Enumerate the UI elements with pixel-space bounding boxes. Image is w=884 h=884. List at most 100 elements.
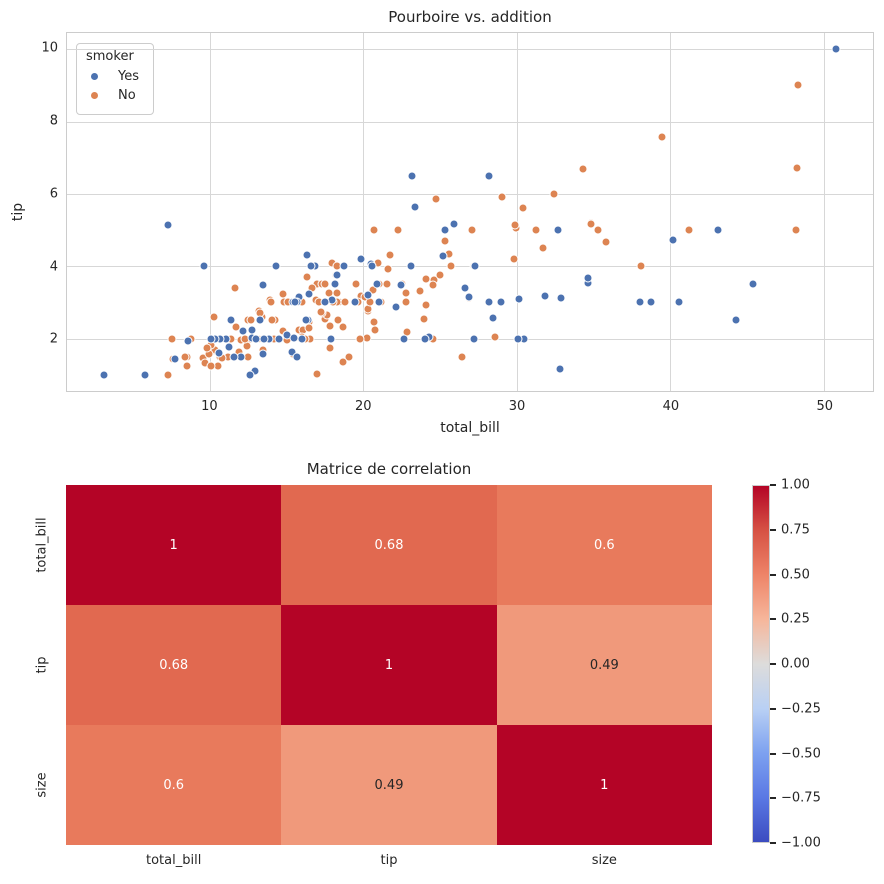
scatter-point <box>646 297 656 307</box>
scatter-point <box>636 261 646 271</box>
scatter-point <box>440 236 450 246</box>
scatter-point <box>140 370 150 380</box>
colorbar-tick-mark <box>770 663 776 665</box>
scatter-point <box>183 336 193 346</box>
scatter-point <box>372 279 382 289</box>
scatter-point <box>684 225 694 235</box>
colorbar-tick-mark <box>770 752 776 755</box>
scatter-point <box>555 364 565 374</box>
legend-item-label: Yes <box>118 69 139 84</box>
colorbar-tick-label: −0.50 <box>781 746 821 761</box>
scatter-point <box>351 279 361 289</box>
scatter-point <box>167 334 177 344</box>
scatter-point <box>431 194 441 204</box>
scatter-point <box>182 361 192 371</box>
scatter-point <box>325 343 335 353</box>
scatter-point <box>438 251 448 261</box>
legend-item-label: No <box>118 88 136 103</box>
scatter-point <box>490 332 500 342</box>
scatter-point <box>421 300 431 310</box>
scatter-point <box>292 352 302 362</box>
colorbar-tick-label: 0.75 <box>781 522 810 538</box>
scatter-point <box>488 313 498 323</box>
gridline-vertical <box>823 33 825 391</box>
scatter-point <box>470 261 480 271</box>
scatter-point <box>510 220 520 230</box>
scatter-point <box>302 250 312 260</box>
scatter-point <box>549 189 559 199</box>
heatmap-cell: 0.49 <box>281 725 497 845</box>
scatter-point <box>326 334 336 344</box>
scatter-point <box>435 270 445 280</box>
heatmap-x-tick-label: size <box>591 853 617 868</box>
scatter-point <box>415 286 425 296</box>
scatter-point <box>399 334 409 344</box>
colorbar-tick-mark <box>770 842 776 844</box>
scatter-point <box>674 297 684 307</box>
y-tick-label: 2 <box>49 331 58 347</box>
scatter-point <box>214 348 224 358</box>
scatter-point <box>593 225 603 235</box>
scatter-point <box>460 283 470 293</box>
scatter-point <box>306 261 316 271</box>
scatter-point <box>369 225 379 235</box>
scatter-plot-area: smoker Yes No <box>66 32 874 392</box>
scatter-point <box>258 280 267 290</box>
scatter-point <box>170 354 180 364</box>
scatter-point <box>258 349 267 359</box>
scatter-point <box>538 243 548 253</box>
colorbar-tick-label: −1.00 <box>781 835 821 851</box>
scatter-point <box>199 261 209 271</box>
scatter-point <box>202 343 212 353</box>
gridline-vertical <box>516 33 518 391</box>
no-marker-icon <box>91 92 98 99</box>
scatter-point <box>531 225 541 235</box>
legend-item-no: No <box>91 88 145 103</box>
scatter-point <box>271 261 281 271</box>
heatmap-cell: 0.6 <box>66 725 282 845</box>
scatter-point <box>410 202 420 212</box>
scatter-point <box>238 326 248 336</box>
scatter-point <box>226 315 236 325</box>
colorbar-tick-mark <box>770 797 776 800</box>
heatmap-title: Matrice de correlation <box>306 460 472 478</box>
heatmap-cell: 1 <box>281 605 497 725</box>
heatmap-x-tick-label: total_bill <box>145 853 202 868</box>
colorbar-tick-mark <box>770 707 776 710</box>
scatter-point <box>713 225 723 235</box>
heatmap-y-tick-label: tip <box>34 656 50 674</box>
gridline-horizontal <box>67 121 873 123</box>
x-tick-label: 30 <box>508 399 526 414</box>
scatter-point <box>163 220 173 230</box>
scatter-point <box>440 225 450 235</box>
yes-marker-icon <box>91 73 98 80</box>
scatter-point <box>206 334 216 344</box>
legend-item-yes: Yes <box>91 69 145 84</box>
x-tick-label: 40 <box>662 399 680 414</box>
scatter-title: Pourboire vs. addition <box>388 8 552 26</box>
scatter-point <box>421 274 431 284</box>
scatter-point <box>259 334 269 344</box>
scatter-point <box>382 279 391 289</box>
scatter-point <box>791 225 801 235</box>
scatter-point <box>374 297 384 307</box>
scatter-point <box>180 352 190 362</box>
scatter-point <box>247 325 257 335</box>
scatter-point <box>793 80 803 90</box>
legend-title: smoker <box>86 49 134 64</box>
colorbar-tick-mark <box>770 484 776 486</box>
scatter-point <box>297 334 307 344</box>
scatter-point <box>312 369 322 379</box>
scatter-point <box>731 315 741 325</box>
heatmap-cell: 0.6 <box>496 485 712 605</box>
scatter-point <box>267 315 277 325</box>
heatmap-cell: 0.68 <box>281 485 497 605</box>
colorbar-tick-mark <box>770 528 776 531</box>
heatmap-x-tick-label: tip <box>380 853 398 868</box>
scatter-point <box>496 297 506 307</box>
heatmap-grid: 1 0.68 0.6 0.68 1 0.49 0.6 0.49 1 <box>66 485 712 845</box>
scatter-point <box>332 288 342 298</box>
colorbar <box>752 485 770 843</box>
scatter-point <box>469 334 479 344</box>
colorbar-tick-mark <box>770 618 776 621</box>
